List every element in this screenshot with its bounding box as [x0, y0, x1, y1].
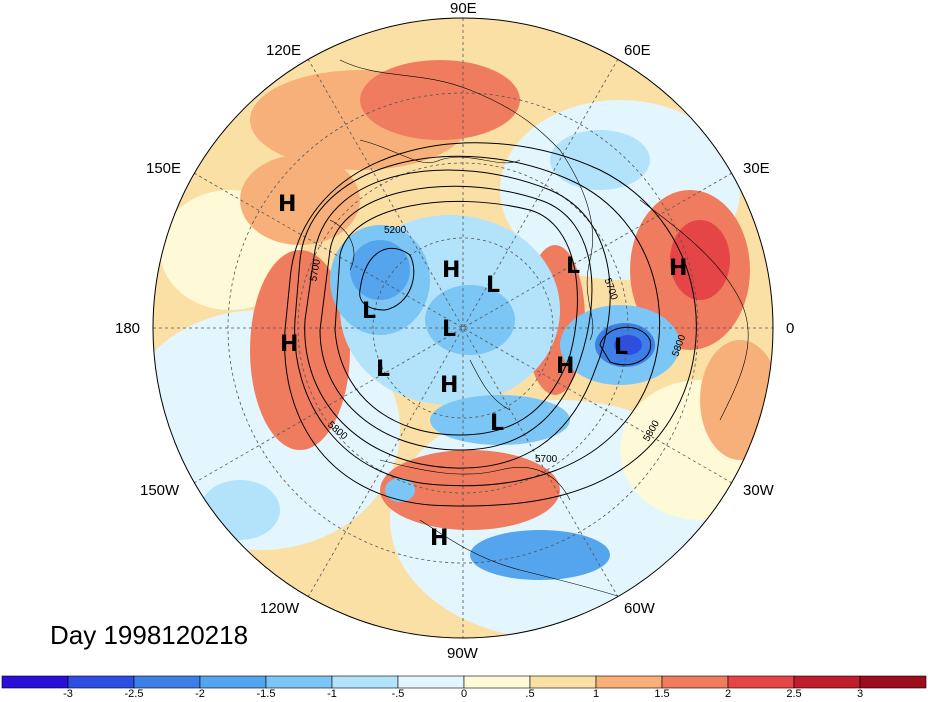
colorbar-swatch — [793, 675, 861, 689]
pressure-center-label: H — [440, 373, 458, 398]
pressure-center-label: H — [442, 258, 460, 283]
colorbar-tick-label: 1.5 — [654, 688, 670, 700]
pressure-center-label: H — [278, 192, 296, 217]
map-border — [152, 17, 774, 639]
pressure-centers: H H H L L L H L L H L H L H H — [278, 192, 687, 551]
lon-label-150e: 150E — [146, 160, 182, 177]
colorbar-swatch — [529, 675, 597, 689]
colorbar-swatch — [595, 675, 663, 689]
colorbar-swatch — [859, 675, 927, 689]
lon-label-120e: 120E — [266, 42, 302, 59]
lon-label-150w: 150W — [140, 482, 180, 499]
lon-label-120w: 120W — [260, 600, 300, 617]
lon-label-60e: 60E — [624, 42, 651, 59]
graticule — [153, 18, 773, 638]
pressure-center-label: H — [556, 354, 574, 379]
colorbar-tick-label: 3 — [856, 688, 864, 700]
colorbar-swatch — [661, 675, 729, 689]
colorbar-tick-label: 0 — [460, 688, 468, 700]
colorbar-tick-label: -1.5 — [256, 688, 276, 700]
pressure-center-label: L — [442, 317, 456, 342]
colorbar-swatch — [133, 675, 201, 689]
colorbar-swatch — [199, 675, 267, 689]
colorbar-swatch — [463, 675, 531, 689]
colorbar-swatch — [265, 675, 333, 689]
coastlines — [329, 59, 749, 601]
colorbar-tick-label: -1 — [327, 688, 337, 700]
colorbar-tick-label: 1 — [592, 688, 600, 700]
pressure-center-label: H — [280, 332, 298, 357]
colorbar — [1, 675, 927, 689]
colorbar-swatch — [1, 675, 69, 689]
contour-label: 5700 — [535, 454, 558, 465]
pressure-center-label: L — [614, 335, 628, 360]
colorbar-swatch — [397, 675, 465, 689]
day-label: Day 1998120218 — [50, 620, 249, 650]
lon-label-90w: 90W — [447, 645, 478, 662]
colorbar-swatch — [331, 675, 399, 689]
pressure-center-label: L — [490, 411, 504, 436]
pressure-center-label: H — [430, 526, 448, 551]
pressure-center-label: L — [566, 254, 580, 279]
colorbar-tick-label: -2 — [195, 688, 205, 700]
colorbar-swatch — [727, 675, 795, 689]
colorbar-tick-label: .5 — [525, 688, 535, 700]
lon-label-60w: 60W — [624, 600, 655, 617]
colorbar-swatch — [67, 675, 135, 689]
pressure-center-label: L — [376, 357, 390, 382]
lon-label-0: 0 — [786, 320, 795, 337]
contour-label: 5200 — [384, 225, 407, 236]
colorbar-tick-label: 2 — [724, 688, 732, 700]
pressure-center-label: H — [669, 256, 687, 281]
colorbar-tick-label: -.5 — [391, 688, 405, 700]
lon-label-180: 180 — [115, 320, 141, 337]
pressure-center-label: L — [362, 299, 376, 324]
colorbar-tick-label: 2.5 — [786, 688, 802, 700]
lon-label-90e: 90E — [450, 0, 477, 17]
lon-label-30w: 30W — [743, 482, 774, 499]
lon-label-30e: 30E — [743, 160, 770, 177]
colorbar-tick-label: -2.5 — [124, 688, 144, 700]
contour-label: 5700 — [308, 258, 323, 282]
colorbar-tick-label: -3 — [63, 688, 73, 700]
height-contours — [284, 142, 697, 507]
pressure-center-label: H — [430, 526, 448, 551]
pressure-center-label: L — [486, 273, 500, 298]
